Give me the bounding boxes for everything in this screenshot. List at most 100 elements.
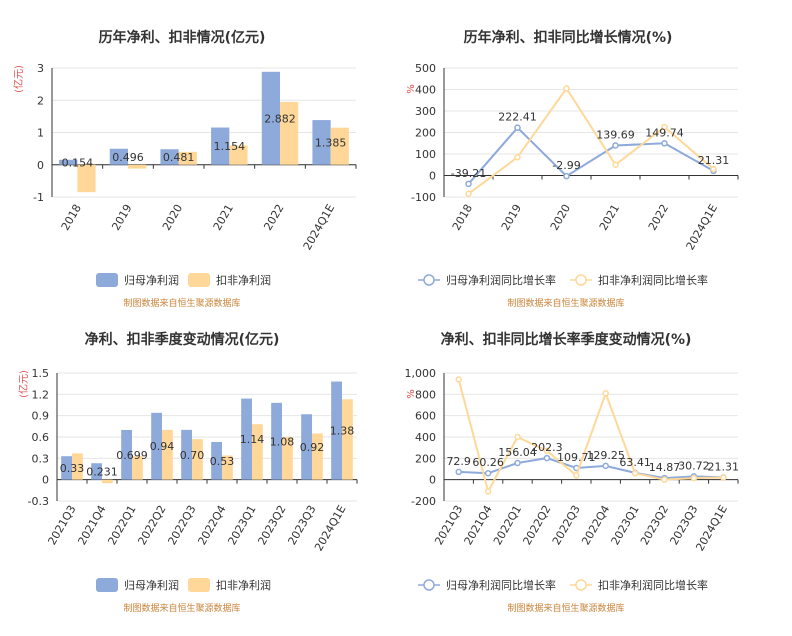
x-tick-label: 2021Q4 [76, 503, 109, 547]
data-label: 0.699 [116, 449, 148, 462]
line-point [484, 469, 492, 477]
quarterly-profit-chart: 净利、扣非季度变动情况(亿元) (亿元) -0.3 0 0.3 0.6 0.9 1.2 1.5 2… [17, 331, 358, 614]
bar-net-profit [181, 429, 192, 480]
line-point [602, 390, 609, 397]
chart-title: 历年净利、扣非同比增长情况(%) [464, 29, 673, 46]
x-tick-label: 2022Q3 [166, 503, 199, 547]
legend-label: 归母净利润同比增长率 [446, 578, 556, 592]
data-label: 0.154 [62, 156, 94, 169]
legend-label: 扣非净利润同比增长率 [598, 273, 708, 287]
bar-net-profit [91, 463, 102, 480]
bar-deducted-profit [330, 127, 349, 165]
x-tick-label: 2023Q1 [609, 503, 642, 547]
legend-label: 归母净利润同比增长率 [446, 273, 556, 287]
line-point [543, 447, 551, 455]
bar-net-profit [301, 414, 312, 480]
data-label: 0.481 [163, 151, 195, 164]
x-tick-label: 2021 [211, 202, 236, 233]
bar-deducted-profit [342, 399, 353, 480]
x-tick-label: 2022Q1 [491, 503, 524, 547]
data-label: 139.69 [596, 128, 635, 141]
y-tick-label: 0.6 [32, 431, 50, 444]
bar-net-profit [59, 159, 78, 165]
annual-profit-chart: 历年净利、扣非情况(亿元) (亿元) -1 0 1 2 3 2018 2019 2020 2021 2… [12, 29, 357, 309]
y-tick-label: 1.2 [32, 388, 50, 401]
y-tick-label: 1.5 [32, 367, 50, 380]
bar-deducted-profit [178, 151, 197, 165]
line-point [514, 124, 521, 131]
bar-net-profit [160, 149, 179, 165]
bar-deducted-profit [77, 164, 96, 193]
bar-net-profit [261, 71, 280, 165]
bar-deducted-profit [192, 439, 203, 480]
bar-net-profit [211, 441, 222, 480]
y-tick-label: 200 [415, 452, 436, 465]
bar-net-profit [151, 412, 162, 480]
x-tick-label: 2019 [109, 202, 134, 233]
y-tick-label: 1,000 [405, 367, 437, 380]
x-tick-label: 2019 [499, 202, 524, 233]
line-point [514, 459, 521, 467]
x-tick-label: 2021Q4 [462, 503, 495, 547]
unit-label: % [406, 389, 417, 399]
line-point [514, 433, 521, 441]
data-label: 30.72 [678, 459, 710, 472]
bar-deducted-profit [102, 479, 113, 484]
data-label: 0.496 [112, 151, 144, 164]
bar-deducted-profit [128, 164, 147, 169]
chart-title: 净利、扣非季度变动情况(亿元) [85, 331, 280, 348]
line-point [720, 474, 727, 481]
line-point [543, 454, 551, 462]
legend-label: 扣非净利润 [216, 273, 271, 287]
line-point [661, 476, 668, 483]
legend-marker [575, 579, 587, 591]
legend-marker [423, 274, 435, 286]
y-tick-label: 0 [429, 474, 436, 487]
data-label: 109.71 [557, 451, 596, 464]
data-label: 21.31 [708, 460, 740, 473]
line-net-profit-growth [467, 126, 714, 185]
line-point [661, 123, 668, 131]
source-note: 制图数据来自恒生聚源数据库 [507, 297, 624, 309]
bar-net-profit [211, 127, 230, 165]
data-label: 1.38 [330, 425, 355, 438]
line-point [465, 180, 472, 188]
line-deducted-profit-growth [467, 86, 715, 195]
legend-swatch-deducted-profit [188, 273, 210, 287]
y-tick-label: 600 [415, 410, 436, 423]
line-point [455, 468, 462, 476]
line-point [484, 488, 492, 495]
data-label: 63.41 [619, 456, 651, 469]
data-label: 1.08 [270, 435, 295, 448]
legend-marker [575, 274, 587, 286]
line-point [602, 462, 609, 470]
annual-growth-panel: 历年净利、扣非同比增长情况(%)% -100 0 100 200 300 400 500 201… [396, 0, 792, 318]
unit-label: % [406, 84, 417, 94]
x-tick-label: 2024Q1E [301, 202, 338, 252]
y-tick-label: 400 [415, 84, 436, 97]
quarterly-growth-panel: 净利、扣非同比增长率季度变动情况(%)% -200 0 200 400 600 800 1,0… [396, 318, 792, 636]
line-point [612, 142, 619, 149]
line-deducted-profit-growth [457, 379, 724, 495]
data-label: 21.31 [698, 154, 730, 167]
chart-title: 历年净利、扣非情况(亿元) [99, 29, 266, 46]
y-tick-label: 100 [415, 148, 436, 161]
y-tick-label: -1 [33, 191, 44, 204]
x-tick-label: 2021 [597, 202, 622, 233]
data-label: 156.04 [498, 446, 537, 459]
x-tick-label: 2023Q3 [286, 503, 319, 547]
data-label: 1.385 [315, 136, 347, 149]
y-tick-label: 500 [415, 62, 436, 75]
bar-deducted-profit [312, 433, 323, 480]
line-point [710, 165, 717, 173]
legend-label: 归母净利润 [124, 273, 179, 287]
line-point [465, 190, 472, 198]
x-tick-label: 2022Q4 [196, 503, 229, 547]
bar-net-profit [271, 402, 282, 480]
x-tick-label: 2022Q2 [520, 503, 553, 547]
y-tick-label: 0 [42, 474, 49, 487]
line-point [612, 161, 619, 168]
x-tick-label: 2023Q3 [667, 503, 700, 547]
y-tick-label: 3 [37, 62, 44, 75]
